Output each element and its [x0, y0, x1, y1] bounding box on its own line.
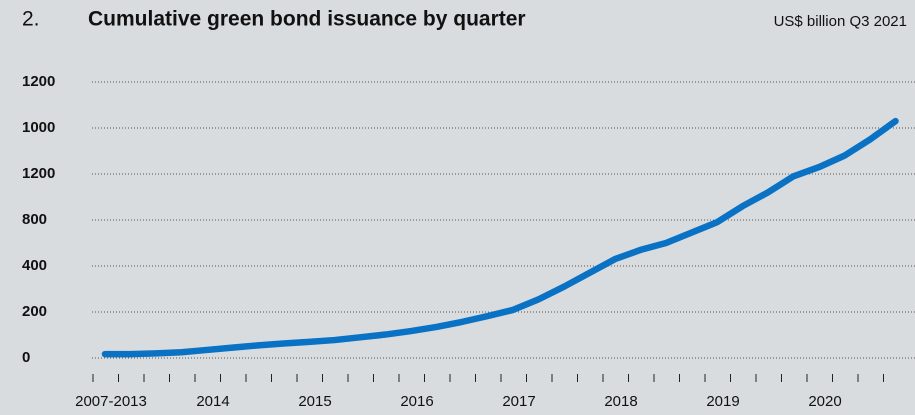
chart-number: 2. — [22, 8, 40, 31]
x-tick-label: 2014 — [196, 393, 229, 410]
y-tick-label: 1000 — [22, 119, 55, 136]
x-tick-label: 2017 — [502, 393, 535, 410]
x-tick-label: 2015 — [298, 393, 331, 410]
x-tick-label: 2020 — [808, 393, 841, 410]
line-series — [101, 117, 899, 358]
chart-subtitle: US$ billion Q3 2021 — [774, 13, 907, 30]
x-tick-label: 2016 — [400, 393, 433, 410]
x-tick-label: 2019 — [706, 393, 739, 410]
chart-title: Cumulative green bond issuance by quarte… — [88, 8, 526, 31]
x-tick-label: 2018 — [604, 393, 637, 410]
y-tick-label: 0 — [22, 349, 30, 366]
y-tick-label: 1200 — [22, 73, 55, 90]
y-tick-label: 400 — [22, 257, 47, 274]
y-tick-label: 800 — [22, 211, 47, 228]
x-tick-label: 2007-2013 — [75, 393, 147, 410]
y-tick-label: 1200 — [22, 165, 55, 182]
y-tick-label: 200 — [22, 303, 47, 320]
